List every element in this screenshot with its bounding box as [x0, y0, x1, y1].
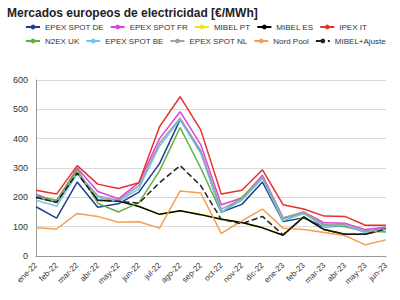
svg-text:ene-22: ene-22	[15, 260, 39, 284]
svg-text:oct-22: oct-22	[202, 260, 225, 283]
svg-text:IPEX IT: IPEX IT	[339, 23, 367, 32]
svg-text:0: 0	[23, 251, 28, 261]
svg-text:sep-22: sep-22	[180, 260, 204, 284]
svg-text:jul-22: jul-22	[142, 260, 163, 281]
svg-text:EPEX SPOT DE: EPEX SPOT DE	[45, 23, 104, 32]
svg-text:nov-22: nov-22	[221, 260, 245, 284]
svg-text:N2EX UK: N2EX UK	[45, 37, 80, 46]
svg-text:ene-23: ene-23	[262, 260, 286, 284]
svg-text:MIBEL+Ajuste: MIBEL+Ajuste	[335, 37, 386, 46]
svg-text:may-22: may-22	[96, 260, 122, 286]
svg-text:mar-23: mar-23	[303, 260, 328, 285]
svg-text:200: 200	[13, 192, 28, 202]
svg-text:EPEX SPOT BE: EPEX SPOT BE	[105, 37, 163, 46]
svg-text:Nord Pool: Nord Pool	[273, 37, 309, 46]
svg-text:400: 400	[13, 134, 28, 144]
svg-text:dic-22: dic-22	[243, 260, 266, 283]
svg-text:mar-22: mar-22	[56, 260, 81, 285]
svg-text:Mercados europeos de electrici: Mercados europeos de electricidad [€/MWh…	[7, 6, 258, 20]
svg-text:MIBEL PT: MIBEL PT	[214, 23, 250, 32]
svg-text:feb-22: feb-22	[37, 260, 60, 284]
svg-text:EPEX SPOT FR: EPEX SPOT FR	[130, 23, 188, 32]
svg-text:100: 100	[13, 222, 28, 232]
svg-text:abr-22: abr-22	[78, 260, 101, 284]
svg-text:EPEX SPOT NL: EPEX SPOT NL	[189, 37, 247, 46]
svg-text:abr-23: abr-23	[325, 260, 348, 284]
svg-text:feb-23: feb-23	[284, 260, 307, 284]
svg-text:jun-23: jun-23	[366, 260, 389, 283]
svg-text:may-23: may-23	[343, 260, 369, 286]
svg-text:600: 600	[13, 75, 28, 85]
svg-text:jun-22: jun-22	[119, 260, 142, 283]
svg-text:500: 500	[13, 104, 28, 114]
svg-text:ago-22: ago-22	[159, 260, 183, 284]
svg-text:MIBEL ES: MIBEL ES	[276, 23, 313, 32]
svg-text:300: 300	[13, 163, 28, 173]
